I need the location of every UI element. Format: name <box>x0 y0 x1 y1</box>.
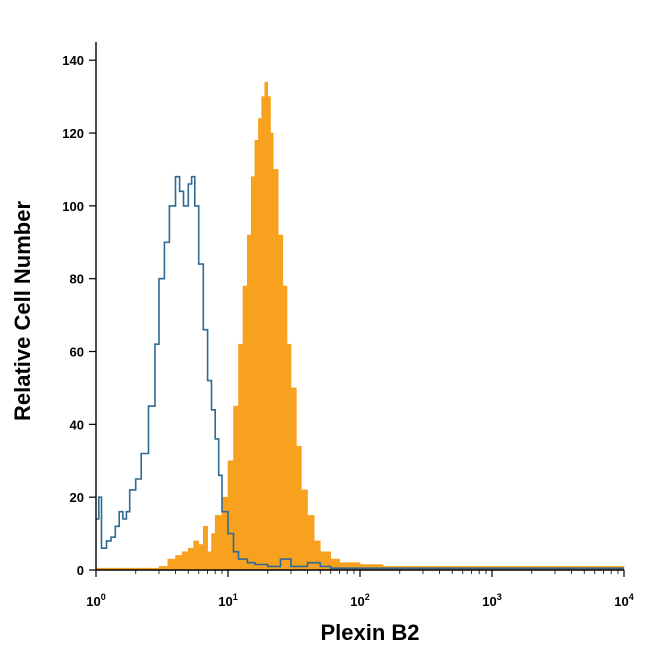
x-tick-label-exponent: 4 <box>629 592 634 602</box>
x-tick-label-exponent: 0 <box>101 592 106 602</box>
series-layer <box>95 81 625 571</box>
y-axis-ticks: 0 20 40 60 80 100 120 140 <box>62 53 96 578</box>
y-tick-label: 40 <box>70 417 84 432</box>
x-tick-label-exponent: 3 <box>497 592 502 602</box>
histogram-filled-series <box>95 81 625 571</box>
x-tick-label: 101 <box>218 592 237 609</box>
x-tick-label: 103 <box>482 592 501 609</box>
x-tick-label-exponent: 2 <box>365 592 370 602</box>
x-tick-label-base: 10 <box>614 594 628 609</box>
x-tick-label-base: 10 <box>86 594 100 609</box>
x-tick-label: 100 <box>86 592 105 609</box>
y-tick-label: 120 <box>62 126 84 141</box>
x-axis-ticks: 100 101 102 103 104 <box>86 570 634 609</box>
y-tick-label: 80 <box>70 272 84 287</box>
y-tick-label: 20 <box>70 490 84 505</box>
y-tick-label: 60 <box>70 345 84 360</box>
axes-layer <box>95 42 624 571</box>
histogram-outline-series <box>96 175 624 569</box>
y-tick-label: 100 <box>62 199 84 214</box>
x-axis-title: Plexin B2 <box>320 620 419 645</box>
y-tick-label: 0 <box>77 563 84 578</box>
x-tick-label: 102 <box>350 592 369 609</box>
x-tick-label: 104 <box>614 592 633 609</box>
y-axis-title: Relative Cell Number <box>10 201 35 422</box>
x-tick-label-base: 10 <box>218 594 232 609</box>
x-tick-label-base: 10 <box>482 594 496 609</box>
x-tick-label-base: 10 <box>350 594 364 609</box>
x-tick-label-exponent: 1 <box>233 592 238 602</box>
y-tick-label: 140 <box>62 53 84 68</box>
